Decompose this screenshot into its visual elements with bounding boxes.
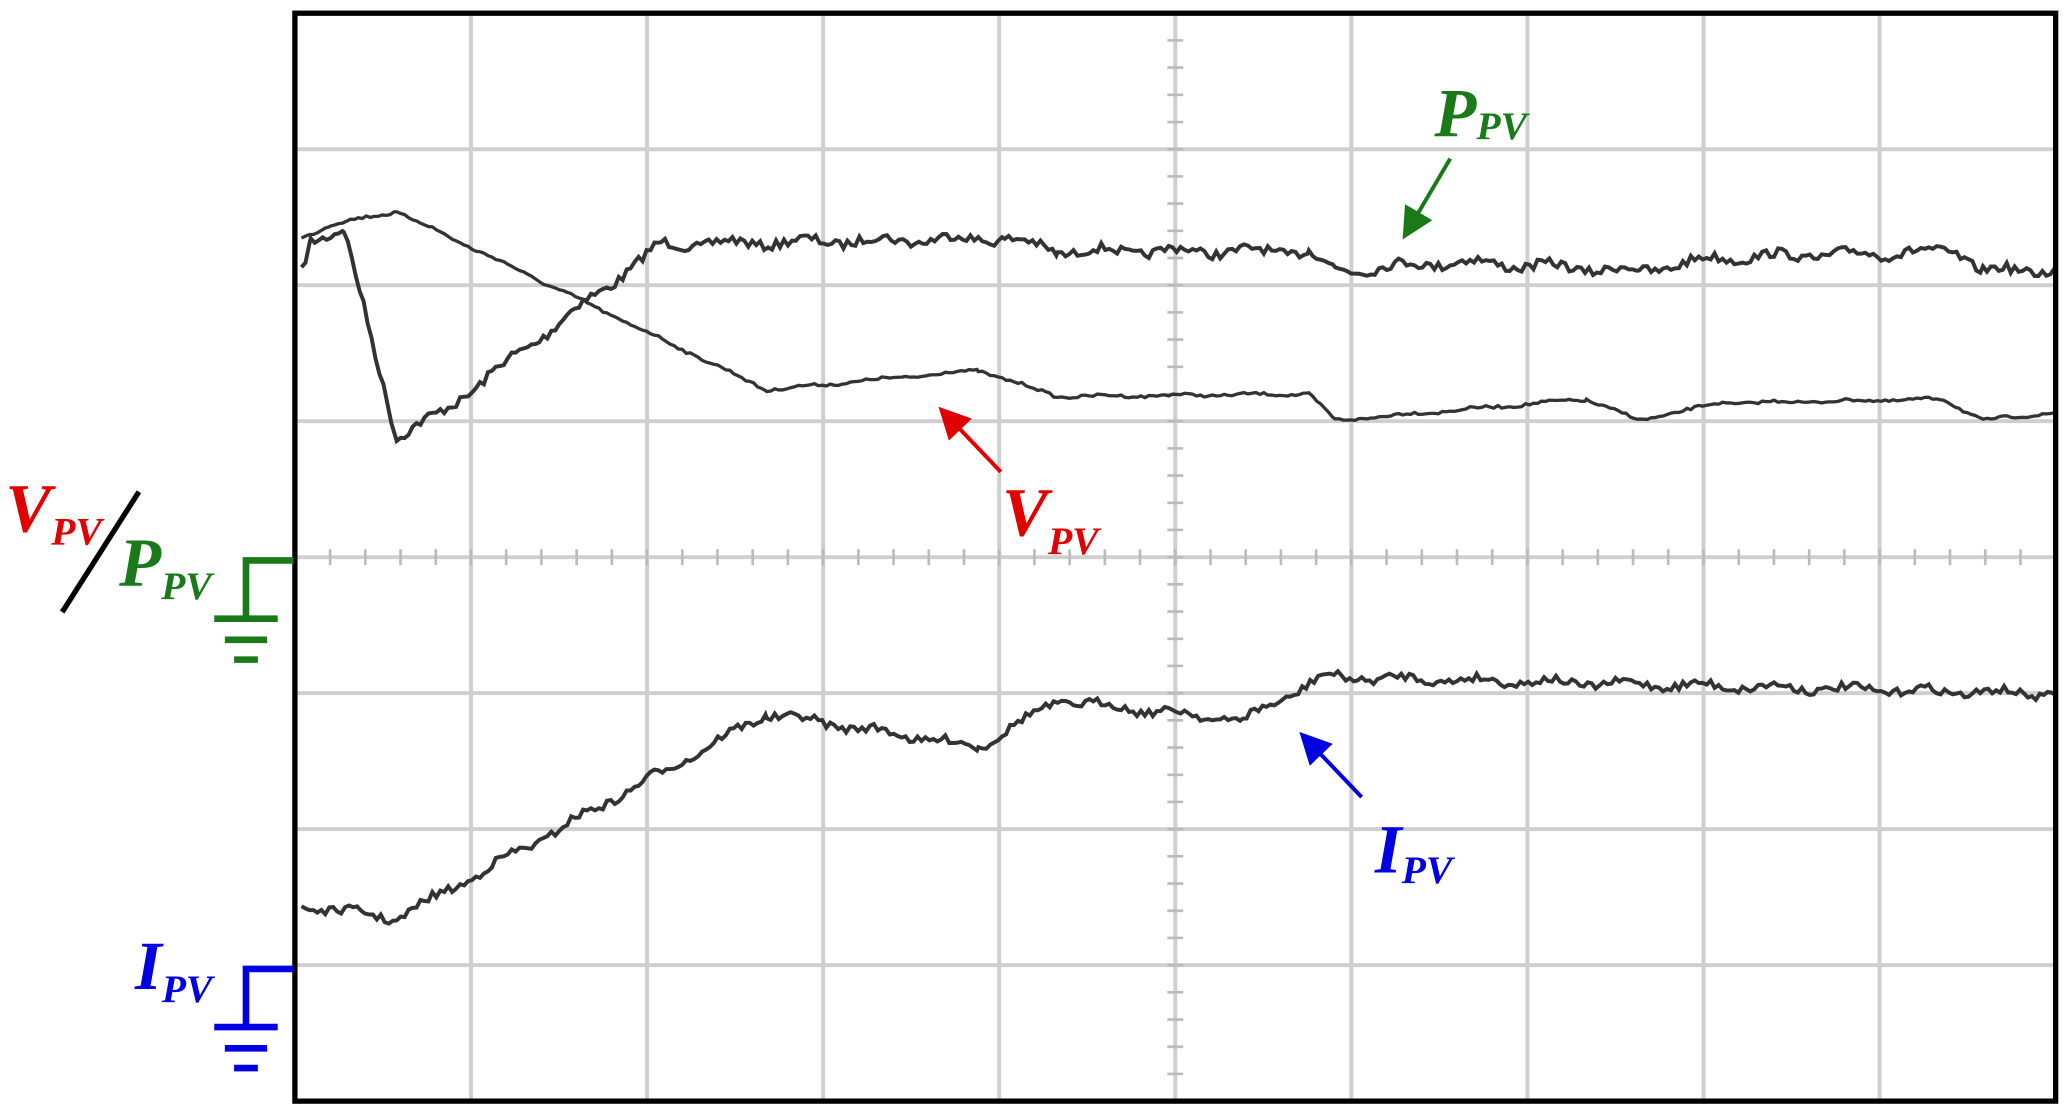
channel-current: IPV <box>134 928 216 1011</box>
grid <box>293 11 2057 1103</box>
arrow-voltage <box>938 406 1003 474</box>
label-main: P <box>1433 75 1477 151</box>
label-main: I <box>134 928 164 1004</box>
label-sub: PV <box>161 967 216 1011</box>
trace-power <box>300 228 2056 445</box>
ground-marker-current <box>214 965 294 1072</box>
label-current: IPV <box>1374 811 1456 892</box>
label-sub: PV <box>1475 104 1530 148</box>
trace-voltage <box>300 210 2055 423</box>
arrow-power <box>1402 157 1452 240</box>
channel-voltage: VPV <box>5 470 105 553</box>
label-main: P <box>118 525 162 601</box>
label-power: PPV <box>1433 75 1530 151</box>
slash <box>60 490 142 614</box>
label-sub: PV <box>50 510 105 554</box>
arrow-current <box>1299 731 1364 799</box>
screen-frame <box>292 10 2059 1104</box>
label-sub: PV <box>1401 848 1456 892</box>
trace-current <box>300 668 2057 926</box>
label-voltage: VPV <box>1002 474 1102 563</box>
label-main: V <box>5 470 56 546</box>
channel-power: PPV <box>118 525 215 608</box>
label-sub: PV <box>1047 519 1102 563</box>
label-sub: PV <box>160 564 215 608</box>
traces <box>300 210 2057 926</box>
label-main: I <box>1374 811 1404 887</box>
ground-marker-power <box>214 557 294 663</box>
label-main: V <box>1002 474 1053 550</box>
